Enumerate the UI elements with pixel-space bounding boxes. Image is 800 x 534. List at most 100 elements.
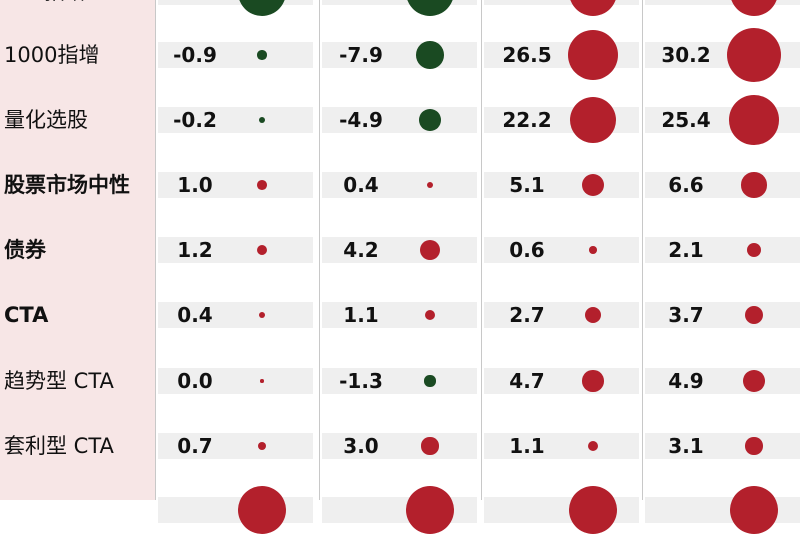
column-divider [642, 0, 643, 500]
cell-stripe [484, 172, 639, 198]
data-value: 4.7 [509, 369, 545, 393]
column-divider [155, 0, 156, 500]
value-bubble [256, 244, 268, 256]
cell-stripe [645, 368, 800, 394]
value-bubble [416, 41, 444, 69]
value-bubble [744, 305, 764, 325]
data-value: 30.2 [661, 43, 711, 67]
data-value: 0.0 [177, 369, 213, 393]
data-value: 0.6 [509, 238, 545, 262]
cell-stripe [158, 0, 313, 5]
cell-stripe [322, 433, 477, 459]
cell-stripe [158, 302, 313, 328]
value-bubble [238, 0, 286, 16]
data-value: 0.4 [177, 303, 213, 327]
value-bubble [589, 246, 597, 254]
cell-stripe [158, 368, 313, 394]
data-value: 1.0 [177, 173, 213, 197]
cell-stripe [645, 302, 800, 328]
value-bubble [745, 437, 763, 455]
cell-stripe [158, 433, 313, 459]
cell-stripe [322, 172, 477, 198]
value-bubble [424, 375, 436, 387]
data-value: 0.7 [177, 434, 213, 458]
data-value: 1.1 [343, 303, 379, 327]
value-bubble [426, 181, 434, 189]
row-label: 股票市场中性 [4, 173, 130, 197]
cell-stripe [322, 0, 477, 5]
row-label: 量化选股 [4, 108, 88, 132]
value-bubble [741, 172, 767, 198]
cell-stripe [484, 368, 639, 394]
data-value: 22.2 [502, 108, 552, 132]
value-bubble [259, 117, 265, 123]
data-value: 3.0 [343, 434, 379, 458]
cell-stripe [322, 42, 477, 68]
row-label: 套利型 CTA [4, 434, 114, 458]
data-value: 3.1 [668, 434, 704, 458]
cell-stripe [158, 172, 313, 198]
value-bubble [257, 441, 267, 451]
value-bubble [727, 28, 781, 82]
data-value: 2.1 [668, 238, 704, 262]
data-value: -7.9 [339, 43, 383, 67]
cell-stripe [645, 433, 800, 459]
data-value: 25.4 [661, 108, 711, 132]
data-value: 3.7 [668, 303, 704, 327]
column-divider [319, 0, 320, 500]
value-bubble [743, 370, 765, 392]
value-bubble [569, 486, 617, 534]
cell-stripe [158, 107, 313, 133]
row-label: 趋势型 CTA [4, 369, 114, 393]
cell-stripe [484, 237, 639, 263]
cell-stripe [484, 433, 639, 459]
cell-stripe [484, 302, 639, 328]
value-bubble [569, 96, 617, 144]
data-value: 4.2 [343, 238, 379, 262]
data-value: 4.9 [668, 369, 704, 393]
value-bubble [730, 486, 778, 534]
value-bubble [730, 0, 778, 16]
cell-stripe [322, 368, 477, 394]
row-labels-panel [0, 0, 155, 500]
value-bubble [419, 109, 441, 131]
value-bubble [729, 95, 779, 145]
value-bubble [238, 486, 286, 534]
value-bubble [258, 311, 266, 319]
data-value: 0.4 [343, 173, 379, 197]
row-label: CTA [4, 303, 49, 327]
value-bubble [406, 0, 454, 16]
data-value: 26.5 [502, 43, 552, 67]
data-value: -0.2 [173, 108, 217, 132]
value-bubble [421, 437, 439, 455]
cell-stripe [322, 107, 477, 133]
value-bubble [260, 379, 264, 383]
cell-stripe [158, 497, 313, 523]
cell-stripe [158, 237, 313, 263]
data-value: 1.1 [509, 434, 545, 458]
data-value: 6.6 [668, 173, 704, 197]
value-bubble [581, 173, 605, 197]
value-bubble [406, 486, 454, 534]
data-value: -0.9 [173, 43, 217, 67]
value-bubble [257, 50, 267, 60]
value-bubble [424, 309, 436, 321]
value-bubble [582, 370, 604, 392]
cell-stripe [322, 302, 477, 328]
value-bubble [419, 239, 441, 261]
cell-stripe [645, 172, 800, 198]
cell-stripe [484, 0, 639, 5]
cell-stripe [645, 237, 800, 263]
data-value: -4.9 [339, 108, 383, 132]
cell-stripe [322, 237, 477, 263]
value-bubble [587, 440, 599, 452]
cell-stripe [645, 0, 800, 5]
data-value: 2.7 [509, 303, 545, 327]
value-bubble [257, 180, 267, 190]
value-bubble [746, 242, 762, 258]
row-label: 500指增 [4, 0, 86, 4]
data-value: 1.2 [177, 238, 213, 262]
data-value: 5.1 [509, 173, 545, 197]
cell-stripe [158, 42, 313, 68]
value-bubble [569, 0, 617, 16]
